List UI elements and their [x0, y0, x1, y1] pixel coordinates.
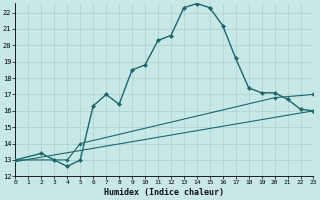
- X-axis label: Humidex (Indice chaleur): Humidex (Indice chaleur): [104, 188, 224, 197]
